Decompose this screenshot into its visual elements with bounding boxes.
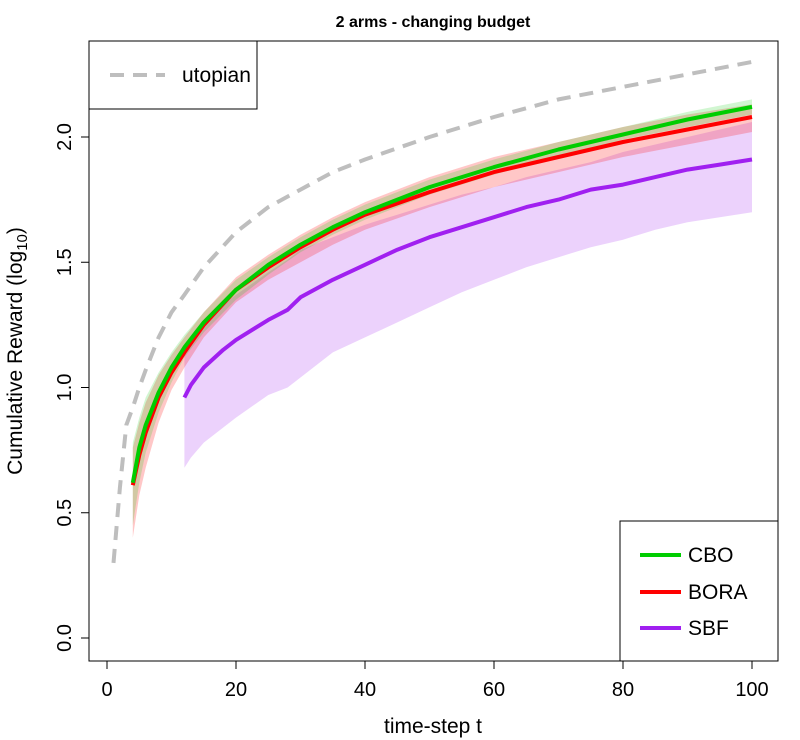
x-axis: 0 20 40 60 80 100	[101, 660, 769, 701]
x-tick-label: 20	[225, 679, 247, 701]
y-axis-label-main: Cumulative Reward (log	[4, 251, 27, 475]
y-tick-label: 1.0	[54, 374, 76, 402]
legend-bottom-right: CBO BORA SBF	[619, 520, 779, 662]
band-sbf	[184, 122, 752, 468]
band-bora	[132, 104, 753, 538]
series-line-cbo	[130, 104, 753, 484]
y-axis: 0.0 0.5 1.0 1.5 2.0	[54, 123, 90, 652]
x-axis-label: time-step t	[384, 715, 482, 738]
legend-label-utopian: utopian	[182, 64, 251, 87]
legend-label-cbo: CBO	[688, 544, 734, 567]
legend-label-sbf: SBF	[688, 617, 729, 640]
y-axis-label-close: )	[4, 227, 27, 234]
y-tick-label: 0.0	[54, 624, 76, 652]
series-lines	[111, 59, 753, 564]
legend-top-left: utopian	[88, 40, 258, 110]
x-tick-label: 100	[735, 679, 768, 701]
confidence-bands	[132, 99, 753, 538]
series-line-utopian	[111, 59, 753, 564]
legend-label-bora: BORA	[688, 581, 748, 604]
x-tick-label: 40	[354, 679, 376, 701]
series-line-sbf	[182, 157, 753, 399]
x-tick-label: 0	[101, 679, 112, 701]
x-tick-label: 80	[612, 679, 634, 701]
chart-title: 2 arms - changing budget	[336, 14, 531, 31]
y-tick-label: 2.0	[54, 123, 76, 151]
y-tick-label: 0.5	[54, 499, 76, 527]
x-tick-label: 60	[483, 679, 505, 701]
y-tick-label: 1.5	[54, 248, 76, 276]
y-axis-label: Cumulative Reward (log10)	[4, 227, 31, 475]
y-axis-label-sub: 10	[14, 234, 31, 251]
